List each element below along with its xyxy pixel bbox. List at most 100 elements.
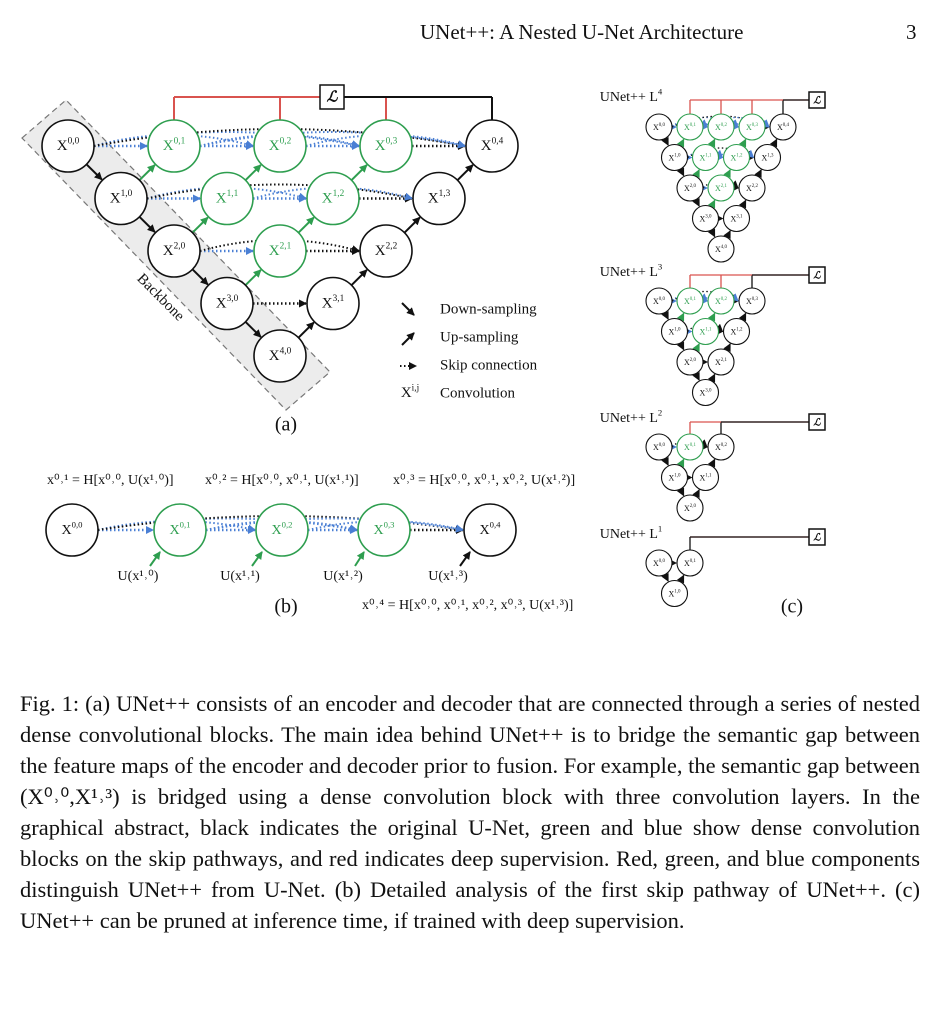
c-l2-up-0-1 <box>676 458 685 468</box>
c-l2-loss-box <box>808 413 826 431</box>
c-l3-node-2-0: X2,0 <box>676 348 704 376</box>
c-l4-node-0-3: X0,3 <box>738 113 766 141</box>
c-l3-node-3-0: X3,0 <box>691 378 720 407</box>
c-l2-loss-symbol: ℒ <box>813 417 821 428</box>
b-node-0-3: X0,3 <box>357 503 411 557</box>
c-l3-down-0 <box>661 310 669 320</box>
a-node-0-1: X0,1 <box>147 119 201 173</box>
c-l4-up-0-1 <box>676 138 685 148</box>
a-node-0-0: X0,0 <box>41 119 95 173</box>
a-loss-symbol: ℒ <box>327 89 339 105</box>
c-l1-node-0-1-label: X0,1 <box>684 559 696 568</box>
c-l3-node-1-2-circle <box>722 317 751 346</box>
c-l2-node-1-0-label: X1,0 <box>669 473 681 482</box>
c-l3-down-2 <box>692 371 700 381</box>
a-node-0-1-label: X0,1 <box>163 136 186 154</box>
c-l2-node-0-2: X0,2 <box>707 433 735 461</box>
c-l2-node-0-0-circle <box>645 433 673 461</box>
c-l3-node-0-3: X0,3 <box>738 287 766 315</box>
a-node-3-1-circle <box>306 276 360 331</box>
c-l2-deep-supervision <box>689 421 825 434</box>
a-node-2-2-circle <box>359 224 413 278</box>
c-l4-node-2-0-label: X2,0 <box>684 184 696 193</box>
c-l2-node-0-1: X0,1 <box>676 433 704 461</box>
panel-c-label: (c) <box>781 596 803 618</box>
c-l2-node-0-2-circle <box>707 433 735 461</box>
b-up-arrow-3 <box>354 551 365 567</box>
b-up-label-2: U(x¹˒¹) <box>220 569 260 584</box>
c-l3-loss-symbol: ℒ <box>813 270 821 281</box>
c-l1-up-0-1 <box>676 574 685 584</box>
a-node-0-4: X0,4 <box>465 119 519 173</box>
c-l4-node-1-3-label: X1,3 <box>762 153 774 162</box>
c-l4-node-0-4-circle <box>769 113 797 141</box>
c-l4-node-3-1-circle <box>722 204 751 233</box>
c-l3-node-0-1-circle <box>676 287 704 315</box>
c-l4-node-0-0-label: X0,0 <box>653 123 665 132</box>
c-l4-node-1-0-label: X1,0 <box>669 153 681 162</box>
a-node-0-2-circle <box>253 119 307 173</box>
c-l4-up-0-3 <box>738 138 747 148</box>
c-l4-up-2-1 <box>707 199 716 209</box>
a-node-0-4-label: X0,4 <box>481 136 504 154</box>
page-number: 3 <box>906 20 917 44</box>
b-node-0-2-label: X0,2 <box>272 520 293 539</box>
c-l4-node-1-0: X1,0 <box>660 143 689 172</box>
c-title-l2: UNet++ L2 <box>600 408 663 427</box>
c-l4-node-0-1: X0,1 <box>676 113 704 141</box>
panel-c: UNet++ L4 ℒ X0,0 X0,1 X0,2 X0,3 X0,4 X1,0 X1,1 X1… <box>600 87 826 618</box>
a-node-3-0-label: X3,0 <box>216 294 239 312</box>
c-l2-node-0-1-label: X0,1 <box>684 443 696 452</box>
c-l4-node-1-2-circle <box>722 143 751 172</box>
c-l1-loss: ℒ <box>808 528 826 546</box>
legend-skip-label: Skip connection <box>440 357 538 373</box>
c-l3-node-2-0-label: X2,0 <box>684 358 696 367</box>
b-node-0-3-circle <box>357 503 411 557</box>
a-node-1-1-label: X1,1 <box>216 189 239 207</box>
c-l4-up-2-2 <box>738 199 747 209</box>
c-l2-node-0-2-label: X0,2 <box>715 443 727 452</box>
c-l3-down-1 <box>676 341 685 351</box>
a-node-1-3-label: X1,3 <box>428 189 451 207</box>
c-l2-node-1-0: X1,0 <box>660 463 689 492</box>
c-l3-node-3-0-circle <box>691 378 720 407</box>
c-l4-node-0-2: X0,2 <box>707 113 735 141</box>
c-l2-down-1 <box>676 487 685 497</box>
a-node-0-2: X0,2 <box>253 119 307 173</box>
c-l4-node-0-4-label: X0,4 <box>777 123 789 132</box>
a-node-0-0-circle <box>41 119 95 173</box>
c-l2-node-0-1-circle <box>676 433 704 461</box>
c-l2-node-1-1-label: X1,1 <box>700 473 712 482</box>
legend-up-label: Up-sampling <box>440 329 519 345</box>
c-l3-loss: ℒ <box>808 266 826 284</box>
a-node-3-0-circle <box>200 276 254 331</box>
c-l4-node-0-2-circle <box>707 113 735 141</box>
c-l1-node-1-0-circle <box>660 579 689 608</box>
c-l4-down-1 <box>676 167 685 177</box>
c-l3-node-0-2-label: X0,2 <box>715 297 727 306</box>
a-node-0-3-label: X0,3 <box>375 136 398 154</box>
b-node-0-1-circle <box>153 503 207 557</box>
eq-x02: x⁰˒² = H[x⁰˒⁰, x⁰˒¹, U(x¹˒¹)] <box>205 473 359 488</box>
c-l4-node-3-1-label: X3,1 <box>731 214 743 223</box>
a-down-1 <box>138 216 156 233</box>
c-l2-node-0-0: X0,0 <box>645 433 673 461</box>
a-node-0-3-circle <box>359 119 413 173</box>
c-l1-loss-box <box>808 528 826 546</box>
c-l3-loss-box <box>808 266 826 284</box>
c-l3-up-0-1 <box>676 312 685 322</box>
c-l4-node-1-1-label: X1,1 <box>700 153 712 162</box>
a-up-1-2 <box>297 216 315 234</box>
c-l3-up-1-1 <box>692 343 700 353</box>
c-l4-down-0 <box>661 136 669 146</box>
a-up-1-3 <box>403 216 421 234</box>
c-l4-up-1-3 <box>754 169 762 179</box>
c-l1-node-0-1-circle <box>676 549 704 577</box>
c-l3-up-1-2 <box>723 343 731 353</box>
b-node-0-1: X0,1 <box>153 503 207 557</box>
c-l4-node-4-0: X4,0 <box>707 235 735 263</box>
c-l3-node-0-3-circle <box>738 287 766 315</box>
c-l2-node-1-1: X1,1 <box>691 463 720 492</box>
b-up-arrow-4 <box>459 551 471 567</box>
